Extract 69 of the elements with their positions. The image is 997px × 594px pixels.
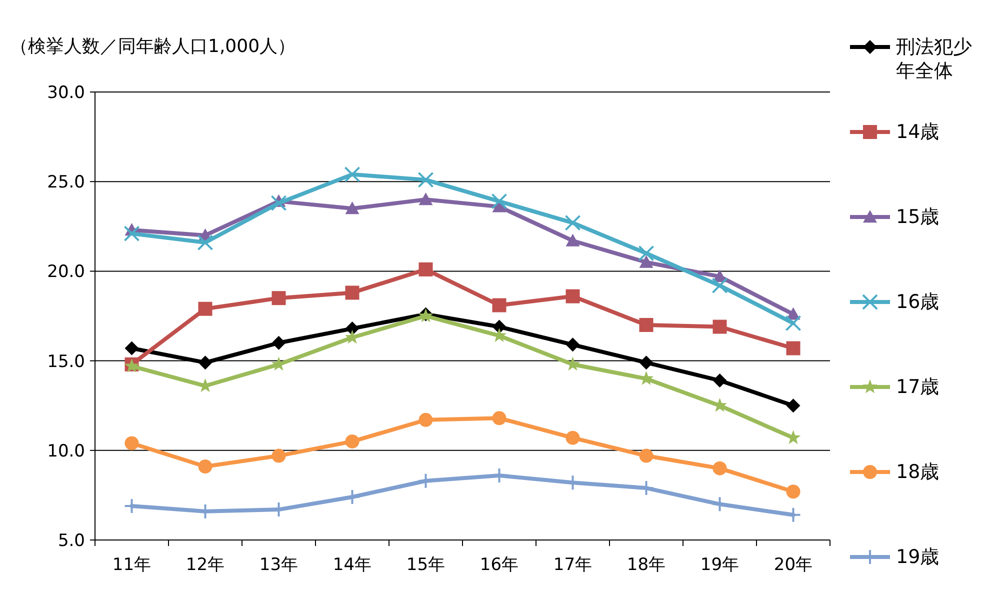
legend-label: 刑法犯少年全体 — [896, 35, 973, 83]
x-tick-label: 16年 — [480, 555, 519, 575]
point — [418, 172, 434, 188]
point — [639, 356, 654, 370]
point — [712, 278, 728, 294]
x-tick-label: 20年 — [774, 555, 813, 575]
x-tick-label: 14年 — [332, 555, 372, 575]
y-tick-label: 25.0 — [47, 172, 85, 193]
point — [198, 356, 212, 370]
point — [638, 245, 654, 262]
point — [272, 448, 286, 463]
point — [492, 411, 506, 426]
point — [491, 193, 508, 210]
y-tick-label: 15.0 — [47, 352, 85, 372]
point — [418, 192, 433, 206]
x-tick-label: 11年 — [112, 555, 152, 575]
x-tick-label: 18年 — [626, 555, 666, 575]
point — [124, 341, 139, 356]
point — [344, 166, 360, 182]
point — [272, 336, 286, 350]
point — [345, 434, 360, 448]
point — [198, 302, 212, 316]
point — [564, 214, 581, 231]
point — [785, 506, 802, 523]
point — [344, 488, 360, 505]
y-tick-label: 30.0 — [47, 83, 85, 103]
point — [124, 226, 140, 242]
legend-label: 19歳 — [896, 545, 940, 569]
point — [345, 286, 360, 300]
point — [418, 412, 433, 427]
point — [712, 461, 727, 476]
point — [712, 374, 727, 388]
legend-label: 17歳 — [896, 375, 940, 399]
x-tick-label: 19年 — [700, 555, 740, 575]
point — [786, 398, 800, 413]
point — [639, 318, 654, 332]
x-tick-label: 13年 — [259, 555, 298, 575]
y-tick-label: 20.0 — [47, 262, 85, 282]
point — [272, 291, 286, 306]
point — [639, 448, 654, 463]
point — [124, 436, 139, 450]
y-axis-title: （検挙人数／同年齢人口1,000人） — [10, 36, 296, 57]
legend-label: 14歳 — [896, 120, 940, 144]
x-tick-label: 17年 — [553, 555, 592, 575]
legend-label: 15歳 — [896, 205, 940, 229]
point — [418, 262, 433, 276]
point — [492, 320, 506, 334]
point — [785, 315, 802, 332]
point — [345, 322, 360, 336]
point — [712, 496, 728, 512]
point — [566, 338, 580, 352]
point — [786, 484, 800, 499]
point — [712, 320, 727, 334]
point — [197, 234, 214, 251]
point — [492, 298, 506, 312]
x-tick-label: 15年 — [406, 555, 446, 575]
point — [566, 430, 580, 445]
point — [566, 234, 580, 246]
y-tick-label: 5.0 — [58, 531, 85, 551]
y-tick-label: 10.0 — [47, 441, 85, 462]
point — [786, 341, 800, 356]
point — [566, 289, 580, 304]
x-tick-label: 12年 — [186, 555, 225, 575]
legend-label: 16歳 — [896, 290, 940, 314]
point — [345, 201, 360, 214]
point — [198, 460, 212, 474]
legend-label: 18歳 — [896, 460, 940, 484]
point — [270, 195, 287, 212]
point — [639, 255, 654, 268]
